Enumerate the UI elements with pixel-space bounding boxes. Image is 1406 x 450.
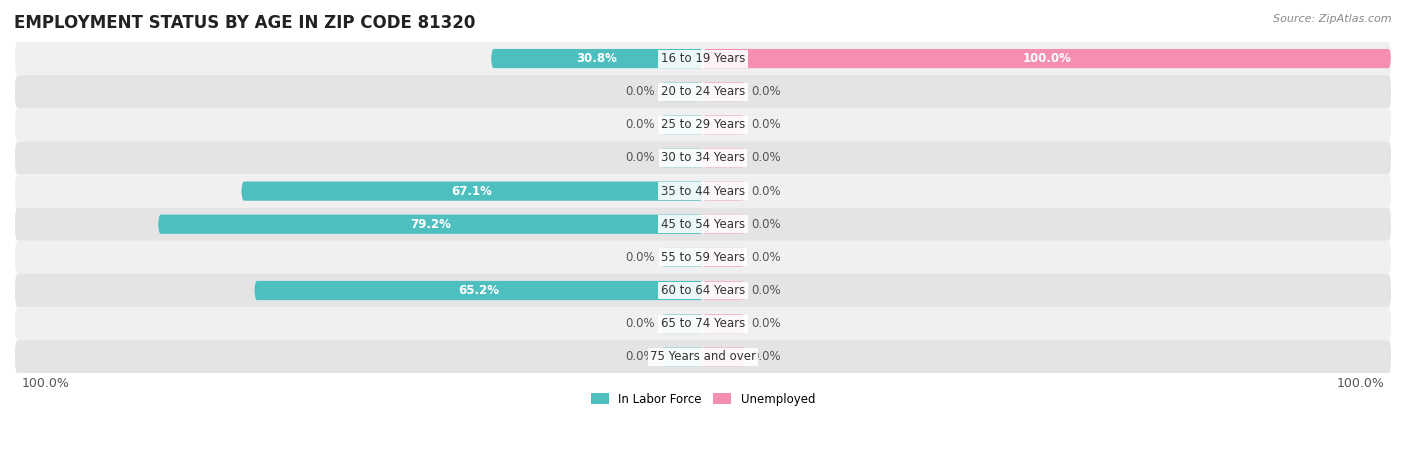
Text: 55 to 59 Years: 55 to 59 Years bbox=[661, 251, 745, 264]
Text: 0.0%: 0.0% bbox=[626, 118, 655, 131]
FancyBboxPatch shape bbox=[15, 208, 1391, 241]
Text: 60 to 64 Years: 60 to 64 Years bbox=[661, 284, 745, 297]
Text: 20 to 24 Years: 20 to 24 Years bbox=[661, 85, 745, 98]
Text: 45 to 54 Years: 45 to 54 Years bbox=[661, 218, 745, 231]
FancyBboxPatch shape bbox=[15, 75, 1391, 108]
Text: 0.0%: 0.0% bbox=[751, 152, 780, 165]
FancyBboxPatch shape bbox=[15, 141, 1391, 175]
FancyBboxPatch shape bbox=[703, 248, 744, 267]
FancyBboxPatch shape bbox=[703, 82, 744, 101]
FancyBboxPatch shape bbox=[254, 281, 703, 300]
FancyBboxPatch shape bbox=[703, 281, 744, 300]
FancyBboxPatch shape bbox=[703, 215, 744, 234]
Text: 79.2%: 79.2% bbox=[411, 218, 451, 231]
Text: 0.0%: 0.0% bbox=[751, 118, 780, 131]
Text: Source: ZipAtlas.com: Source: ZipAtlas.com bbox=[1274, 14, 1392, 23]
Text: 100.0%: 100.0% bbox=[1336, 378, 1384, 390]
FancyBboxPatch shape bbox=[703, 314, 744, 333]
Text: 0.0%: 0.0% bbox=[626, 251, 655, 264]
FancyBboxPatch shape bbox=[15, 274, 1391, 307]
Text: 0.0%: 0.0% bbox=[626, 317, 655, 330]
Text: 0.0%: 0.0% bbox=[751, 85, 780, 98]
Text: 0.0%: 0.0% bbox=[751, 317, 780, 330]
Text: 0.0%: 0.0% bbox=[626, 85, 655, 98]
Text: 75 Years and over: 75 Years and over bbox=[650, 350, 756, 363]
Text: 65.2%: 65.2% bbox=[458, 284, 499, 297]
Text: 0.0%: 0.0% bbox=[751, 184, 780, 198]
Text: 0.0%: 0.0% bbox=[626, 152, 655, 165]
Text: 0.0%: 0.0% bbox=[751, 251, 780, 264]
FancyBboxPatch shape bbox=[242, 181, 703, 201]
FancyBboxPatch shape bbox=[15, 241, 1391, 274]
FancyBboxPatch shape bbox=[703, 115, 744, 135]
Text: 25 to 29 Years: 25 to 29 Years bbox=[661, 118, 745, 131]
FancyBboxPatch shape bbox=[662, 347, 703, 366]
FancyBboxPatch shape bbox=[15, 108, 1391, 141]
Text: EMPLOYMENT STATUS BY AGE IN ZIP CODE 81320: EMPLOYMENT STATUS BY AGE IN ZIP CODE 813… bbox=[14, 14, 475, 32]
Text: 35 to 44 Years: 35 to 44 Years bbox=[661, 184, 745, 198]
Text: 30 to 34 Years: 30 to 34 Years bbox=[661, 152, 745, 165]
Text: 65 to 74 Years: 65 to 74 Years bbox=[661, 317, 745, 330]
FancyBboxPatch shape bbox=[662, 248, 703, 267]
FancyBboxPatch shape bbox=[15, 175, 1391, 208]
Text: 100.0%: 100.0% bbox=[1022, 52, 1071, 65]
FancyBboxPatch shape bbox=[703, 347, 744, 366]
FancyBboxPatch shape bbox=[662, 148, 703, 167]
Text: 67.1%: 67.1% bbox=[451, 184, 492, 198]
Text: 0.0%: 0.0% bbox=[751, 350, 780, 363]
FancyBboxPatch shape bbox=[662, 115, 703, 135]
FancyBboxPatch shape bbox=[15, 42, 1391, 75]
FancyBboxPatch shape bbox=[703, 181, 744, 201]
Text: 0.0%: 0.0% bbox=[751, 218, 780, 231]
FancyBboxPatch shape bbox=[15, 340, 1391, 374]
Legend: In Labor Force, Unemployed: In Labor Force, Unemployed bbox=[586, 388, 820, 410]
FancyBboxPatch shape bbox=[703, 148, 744, 167]
Text: 16 to 19 Years: 16 to 19 Years bbox=[661, 52, 745, 65]
FancyBboxPatch shape bbox=[491, 49, 703, 68]
Text: 0.0%: 0.0% bbox=[626, 350, 655, 363]
FancyBboxPatch shape bbox=[157, 215, 703, 234]
FancyBboxPatch shape bbox=[703, 49, 1391, 68]
FancyBboxPatch shape bbox=[15, 307, 1391, 340]
Text: 100.0%: 100.0% bbox=[22, 378, 70, 390]
FancyBboxPatch shape bbox=[662, 82, 703, 101]
Text: 30.8%: 30.8% bbox=[576, 52, 617, 65]
Text: 0.0%: 0.0% bbox=[751, 284, 780, 297]
FancyBboxPatch shape bbox=[662, 314, 703, 333]
